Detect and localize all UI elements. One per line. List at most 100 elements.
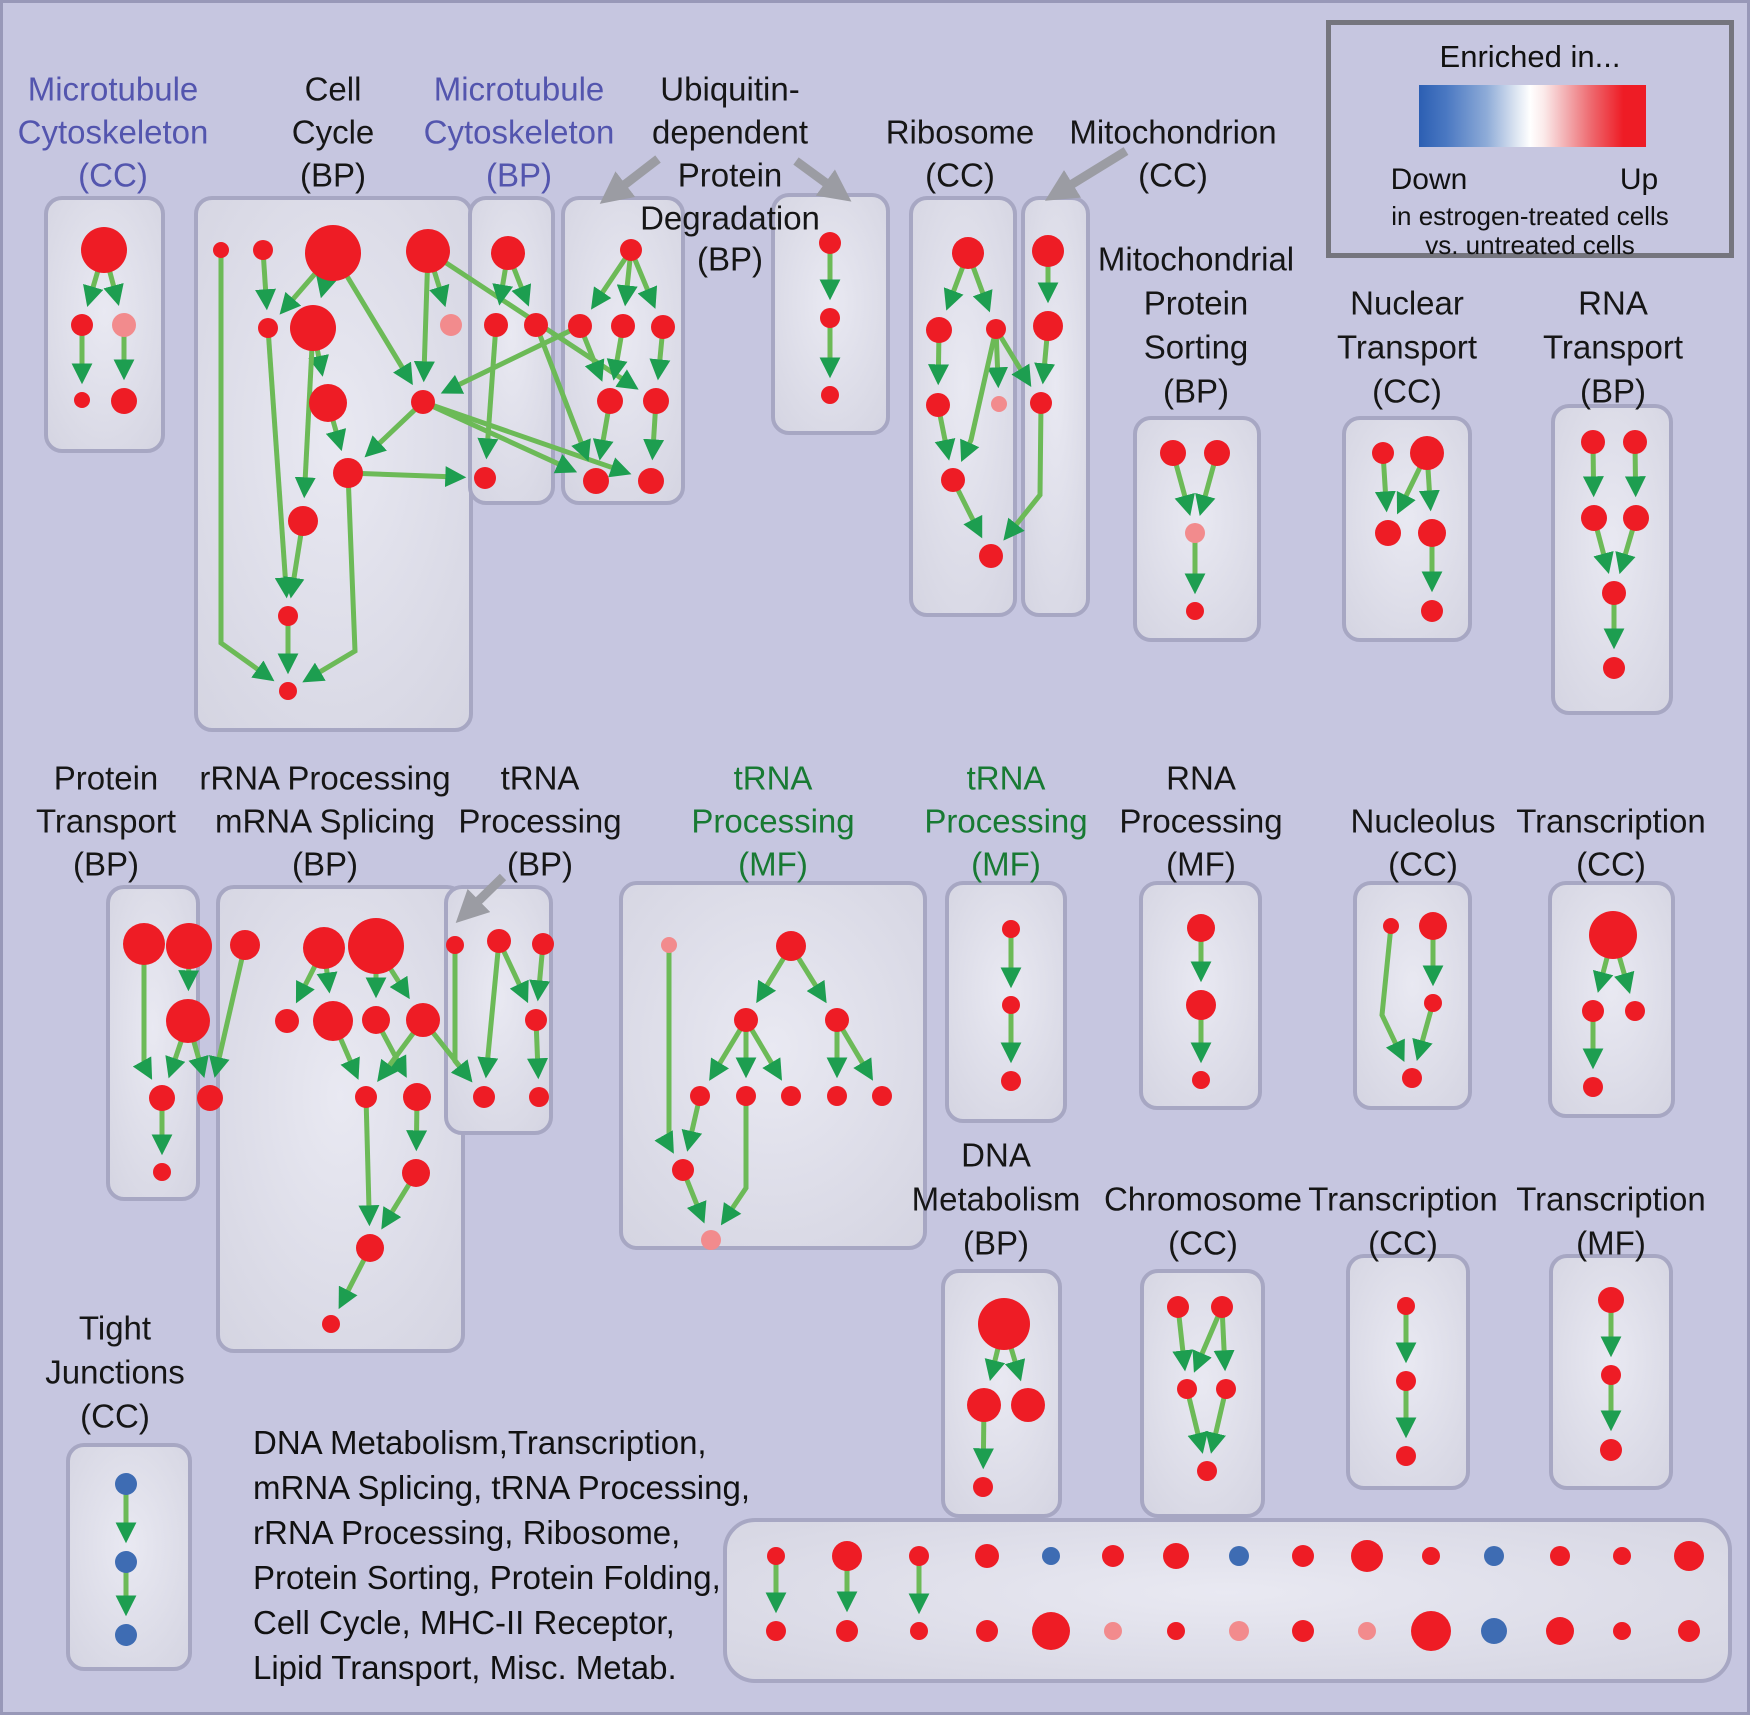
- go-term-node-up-w3: [1192, 1071, 1210, 1089]
- go-term-node-up-fb4: [827, 1086, 847, 1106]
- go-term-node-up-z3: [1396, 1446, 1416, 1466]
- go-term-node-up-g0: [197, 1085, 223, 1111]
- go-term-node-up-cc3: [305, 225, 361, 281]
- go-term-node-up-z2: [1396, 1371, 1416, 1391]
- cluster-label-nuclear_transport-line2: Transport: [1337, 328, 1477, 366]
- go-term-node-up-c4: [1216, 1379, 1236, 1399]
- misc-line: DNA Metabolism,Transcription,: [253, 1424, 707, 1461]
- cluster-label-ubiq_tree-line2: dependent: [652, 113, 808, 151]
- cluster-label-nucleolus-line2: (CC): [1388, 845, 1458, 883]
- cluster-label-trna_bp-line2: Processing: [458, 802, 622, 840]
- edge-r3-r6: [960, 328, 999, 463]
- go-term-node-up-g8: [406, 1003, 440, 1037]
- go-term-node-up-fb2: [736, 1086, 756, 1106]
- go-term-node-down-tj3: [115, 1624, 137, 1646]
- go-term-node-up-m2: [484, 313, 508, 337]
- go-term-node-slightly-up-f0: [661, 937, 677, 953]
- cluster-label-ubiq_tree-line1: Ubiquitin-: [660, 70, 800, 108]
- legend-subtitle-2: vs. untreated cells: [1425, 230, 1635, 260]
- go-term-node-up-r6: [941, 468, 965, 492]
- go-term-node-up-u1: [620, 239, 642, 261]
- go-term-node-up-bb2: [836, 1620, 858, 1642]
- edge-m2-m4: [477, 324, 499, 460]
- go-term-node-up-g12: [356, 1234, 384, 1262]
- go-term-node-up-bb14: [1613, 1622, 1631, 1640]
- cluster-label-protein_transport-line2: Transport: [36, 802, 176, 840]
- go-term-node-up-n4: [1418, 519, 1446, 547]
- go-term-node-up-bt11: [1422, 1547, 1440, 1565]
- cluster-label-dna_metabolism-line1: DNA: [961, 1136, 1031, 1174]
- go-term-node-up-a4: [74, 392, 90, 408]
- go-term-node-up-bb11: [1411, 1611, 1451, 1651]
- cluster-label-trna_mf_1-line1: tRNA: [733, 759, 813, 797]
- cluster-label-mc_bp-line3: (BP): [486, 156, 552, 194]
- cluster-label-chromosome-line1: Chromosome: [1103, 1180, 1303, 1218]
- cluster-label-trna_mf_1-line2: Processing: [691, 802, 855, 840]
- misc-line: Protein Sorting, Protein Folding,: [253, 1559, 721, 1596]
- go-term-node-up-bt15: [1674, 1541, 1704, 1571]
- edge-p1-p4: [132, 944, 153, 1080]
- go-term-node-up-cc6: [290, 305, 336, 351]
- label-pointer-arrow-2: [1044, 147, 1129, 201]
- go-term-node-up-e1: [1002, 920, 1020, 938]
- go-term-node-up-g11: [402, 1159, 430, 1187]
- label-pointer-arrow-0: [599, 155, 661, 204]
- cluster-label-nucleolus-line1: Nucleolus: [1350, 802, 1496, 840]
- cluster-box-protein_transport: [106, 885, 200, 1201]
- go-term-node-slightly-up-r5: [991, 396, 1007, 412]
- cluster-label-trna_mf_2-line2: Processing: [924, 802, 1088, 840]
- go-term-node-up-m4: [474, 467, 496, 489]
- go-term-node-up-cc13: [279, 682, 297, 700]
- edge-cc9-cc10: [364, 400, 425, 458]
- cluster-label-rna_transport-line1: RNA: [1578, 284, 1648, 322]
- cluster-label-mc_cc-line2: Cytoskeleton: [17, 113, 209, 151]
- go-term-node-up-q1: [819, 232, 841, 254]
- go-term-node-up-cc8: [309, 384, 347, 422]
- go-term-node-up-bb5: [1032, 1612, 1070, 1650]
- edge-r3-t3: [993, 327, 1032, 387]
- go-term-node-up-g2: [303, 927, 345, 969]
- edge-h1-h4: [477, 940, 502, 1079]
- go-term-node-up-r2: [926, 317, 952, 343]
- go-term-node-up-u3: [611, 314, 635, 338]
- go-term-node-up-p2: [166, 923, 212, 969]
- edge-m3-u7: [533, 324, 591, 462]
- cluster-label-cell_cycle-line2: Cycle: [291, 113, 375, 151]
- go-term-node-up-bb1: [766, 1621, 786, 1641]
- go-term-node-up-w2: [1186, 990, 1216, 1020]
- go-term-node-up-u2: [568, 314, 592, 338]
- cluster-label-cell_cycle-line3: (BP): [300, 156, 366, 194]
- cluster-label-rna_processing_mf-line3: (MF): [1166, 845, 1236, 883]
- go-term-node-up-d3: [1011, 1388, 1045, 1422]
- go-term-node-up-n3: [1375, 520, 1401, 546]
- go-term-node-up-g1: [230, 930, 260, 960]
- cluster-label-protein_transport-line1: Protein: [53, 759, 159, 797]
- go-term-node-up-d2: [967, 1388, 1001, 1422]
- cluster-label-nuclear_transport-line1: Nuclear: [1350, 284, 1464, 322]
- cluster-label-transcription_cc_bottom-line1: Transcription: [1308, 1180, 1498, 1218]
- go-term-node-up-p1: [123, 923, 165, 965]
- go-term-node-up-bb4: [976, 1620, 998, 1642]
- cluster-label-transcription_mf-line2: (MF): [1576, 1224, 1646, 1262]
- go-term-node-up-h3: [525, 1009, 547, 1031]
- cluster-label-mps-line4: (BP): [1163, 372, 1229, 410]
- cluster-label-chromosome-line2: (CC): [1168, 1224, 1238, 1262]
- cluster-label-tight_junctions-line1: Tight: [78, 1309, 152, 1347]
- go-term-node-up-g9: [355, 1086, 377, 1108]
- go-term-node-up-p3: [166, 999, 210, 1043]
- go-term-node-up-bt13: [1550, 1546, 1570, 1566]
- edge-g1-g0: [209, 944, 248, 1078]
- go-term-node-up-v5: [1602, 581, 1626, 605]
- go-term-node-up-n2: [1410, 436, 1444, 470]
- edge-c3-c5: [1184, 1388, 1209, 1454]
- go-term-node-slightly-up-a3: [112, 313, 136, 337]
- cluster-label-mps-line1: Mitochondrial: [1097, 240, 1295, 278]
- go-term-node-up-fb5: [872, 1086, 892, 1106]
- cluster-label-transcription_cc_mid-line2: (CC): [1576, 845, 1646, 883]
- cluster-label-mc_bp-line2: Cytoskeleton: [423, 113, 615, 151]
- go-term-node-up-u8: [638, 468, 664, 494]
- go-term-node-up-bt2: [832, 1541, 862, 1571]
- cluster-label-cell_cycle-line1: Cell: [304, 70, 362, 108]
- label-pointer-arrow-1: [793, 157, 852, 202]
